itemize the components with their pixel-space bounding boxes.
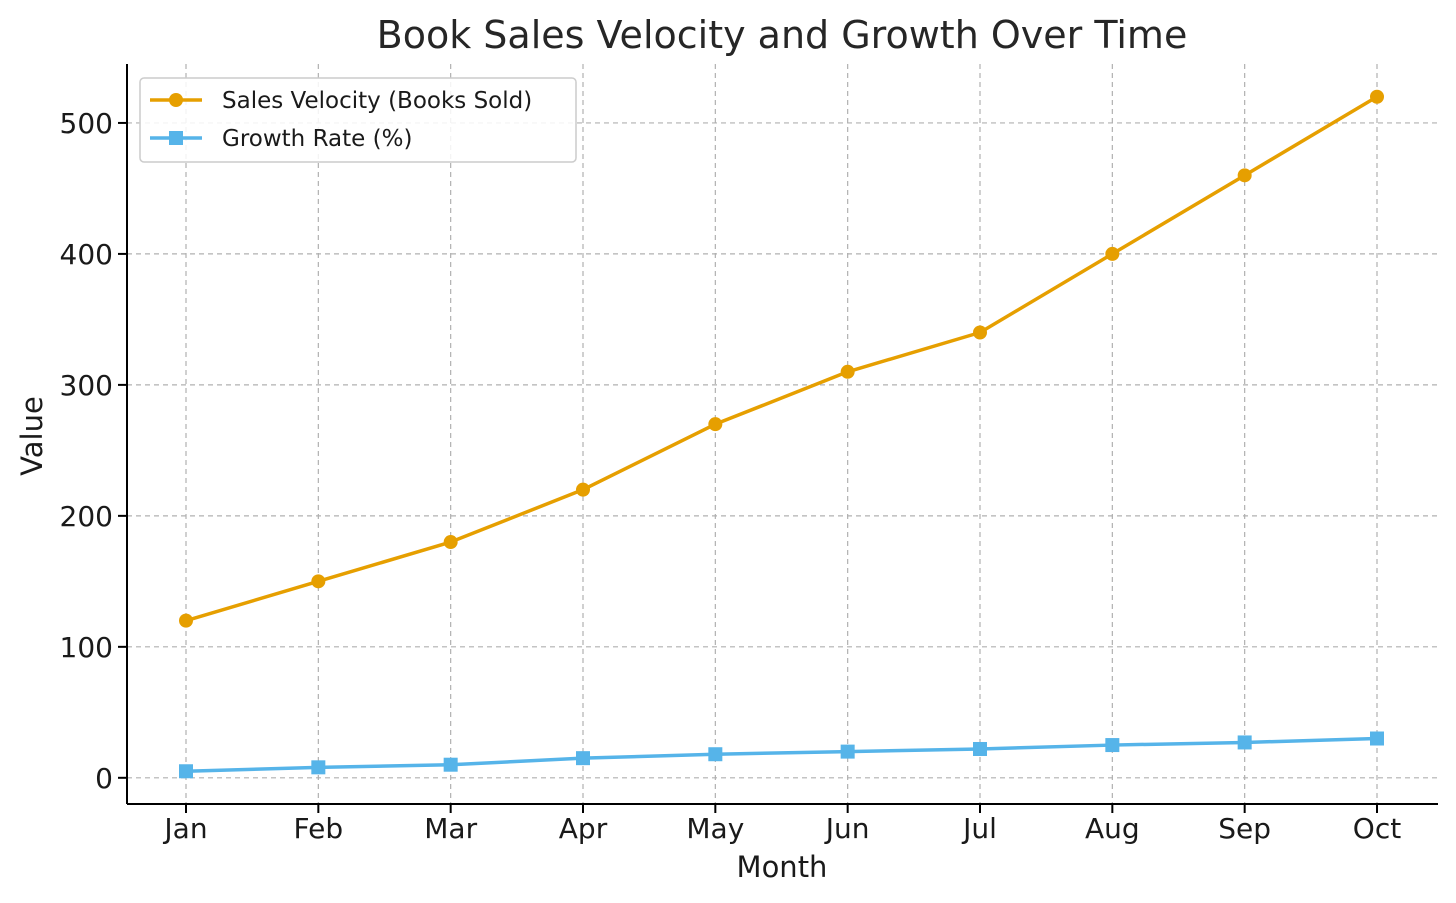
series-sales-velocity [179,89,1384,628]
data-point-sales-velocity [311,574,326,589]
series [179,89,1384,779]
data-point-sales-velocity [973,325,987,340]
data-point-growth-rate [179,764,193,779]
data-point-sales-velocity [1370,89,1384,104]
legend-marker-growth-rate [169,131,183,145]
data-point-sales-velocity [576,482,590,497]
legend-box [139,77,577,163]
y-tick-label: 400 [60,238,113,271]
y-tick-label: 100 [60,631,113,664]
data-point-growth-rate [1237,735,1252,750]
x-axis-label: Month [737,850,828,884]
data-point-sales-velocity [1237,168,1252,183]
x-tick-label-sep: Sep [1218,812,1271,845]
legend: Sales Velocity (Books Sold) Growth Rate … [139,77,577,163]
data-point-sales-velocity [443,535,458,550]
x-tick-label-apr: Apr [559,812,608,845]
x-tick-label-jun: Jun [824,812,870,845]
series-growth-rate [179,731,1384,779]
x-tick-label-feb: Feb [294,812,344,845]
data-point-growth-rate [311,760,326,775]
y-tick-label: 500 [60,107,113,140]
series-line-sales-velocity [185,95,1378,623]
data-point-growth-rate [576,751,590,766]
data-point-growth-rate [840,744,855,759]
data-point-growth-rate [973,741,987,756]
y-tick-label: 0 [95,762,113,795]
y-tick-label: 300 [60,369,113,402]
data-point-sales-velocity [708,417,723,432]
x-tick-label-jan: Jan [162,812,207,845]
data-point-sales-velocity [1105,246,1120,261]
legend-label-growth-rate: Growth Rate (%) [222,126,412,152]
legend-marker-sales-velocity [169,93,183,107]
chart-title: Book Sales Velocity and Growth Over Time [377,13,1188,57]
y-axis-label: Value [15,396,49,476]
ticks: 0 100 200 300 400 500 Jan Feb Mar Apr May Jun Jul Aug… [60,107,1402,845]
y-tick-label: 200 [60,500,113,533]
data-point-growth-rate [708,747,723,762]
axes [126,64,1438,805]
data-point-growth-rate [443,757,458,772]
legend-label-sales-velocity: Sales Velocity (Books Sold) [222,88,532,114]
data-point-growth-rate [1370,731,1384,746]
grid [127,64,1438,804]
x-tick-label-jul: Jul [961,812,997,845]
x-tick-label-mar: Mar [424,812,477,845]
series-line-growth-rate [185,736,1378,774]
data-point-sales-velocity [840,364,855,379]
x-tick-label-may: May [686,812,744,845]
x-tick-label-oct: Oct [1353,812,1401,845]
x-tick-label-aug: Aug [1085,812,1140,845]
data-point-growth-rate [1105,738,1120,753]
data-point-sales-velocity [179,613,193,628]
